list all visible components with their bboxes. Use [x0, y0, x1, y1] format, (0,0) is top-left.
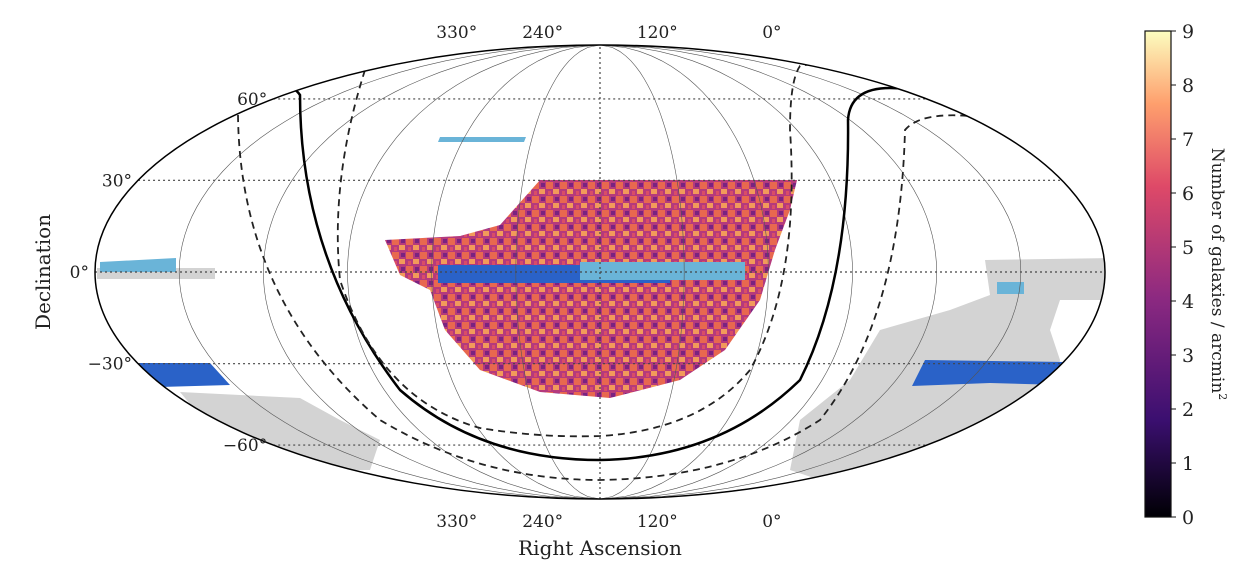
- colorbar-tick-label: 4: [1182, 291, 1194, 313]
- ra-tick-label-top: 240°: [522, 23, 563, 43]
- galactic-latitude-dashed-outer: [237, 114, 971, 481]
- galactic-curves: [237, 61, 1011, 481]
- colorbar-tick-label: 6: [1182, 183, 1194, 205]
- ra-gridline: [599, 45, 1022, 499]
- axis-labels: 330° 330° 240° 240° 120° 120° 0° 0° 60° 30° 0° −30°…: [70, 23, 782, 532]
- light-blue-strip-north: [438, 137, 526, 142]
- colorbar-tick-label: 3: [1182, 345, 1194, 367]
- colorbar: [1144, 30, 1172, 518]
- blue-strip-south-east: [912, 360, 1065, 386]
- ra-gridline: [599, 45, 685, 499]
- colorbar-label: Number of galaxies / arcmin2: [1207, 148, 1229, 401]
- colorbar-tick-label: 9: [1182, 21, 1194, 43]
- dec-tick-label: −30°: [88, 355, 132, 375]
- dec-tick-label: −60°: [223, 436, 267, 456]
- ra-tick-label-top: 330°: [436, 23, 477, 43]
- ra-gridline: [599, 45, 769, 499]
- blue-strip-south-west: [135, 363, 230, 387]
- main-galaxy-density-region: [385, 180, 797, 398]
- ra-gridline: [347, 45, 601, 499]
- ra-gridline: [178, 45, 601, 499]
- colorbar-tick-label: 5: [1182, 237, 1194, 259]
- blue-strip-equator-west: [100, 258, 176, 272]
- light-blue-strip-equator-center: [580, 262, 745, 280]
- map-boundary: [94, 44, 1106, 500]
- dec-tick-label: 30°: [102, 171, 132, 191]
- y-axis-label: Declination: [31, 214, 55, 330]
- dec-tick-label: 0°: [70, 263, 89, 283]
- dec-tick-label: 60°: [237, 90, 267, 110]
- ra-tick-label-bottom: 330°: [436, 512, 477, 532]
- colorbar-tick-label: 2: [1182, 399, 1194, 421]
- ra-gridline: [431, 45, 601, 499]
- colorbar-tick-label: 0: [1182, 507, 1194, 529]
- ra-tick-label-top: 0°: [762, 23, 781, 43]
- grey-footprint-south-west: [180, 392, 380, 470]
- galactic-latitude-dashed-inner: [336, 61, 861, 438]
- ra-tick-label-bottom: 120°: [637, 512, 678, 532]
- survey-footprints: [97, 137, 1105, 480]
- ra-gridline: [599, 45, 938, 499]
- ra-gridline: [515, 45, 601, 499]
- colorbar-tick-label: 8: [1182, 75, 1194, 97]
- colorbar-tick-label: 7: [1182, 129, 1194, 151]
- galactic-plane-solid-curve: [249, 76, 1011, 462]
- ra-tick-label-bottom: 0°: [762, 512, 781, 532]
- x-axis-label: Right Ascension: [518, 536, 682, 560]
- colorbar-tick-label: 1: [1182, 453, 1194, 475]
- ra-gridline: [599, 45, 853, 499]
- light-blue-patch-east: [997, 282, 1024, 294]
- ra-gridline: [262, 45, 601, 499]
- ra-tick-label-bottom: 240°: [522, 512, 563, 532]
- colorbar-ticks: 0 1 2 3 4 5 6 7 8 9: [1171, 21, 1194, 529]
- ra-tick-label-top: 120°: [637, 23, 678, 43]
